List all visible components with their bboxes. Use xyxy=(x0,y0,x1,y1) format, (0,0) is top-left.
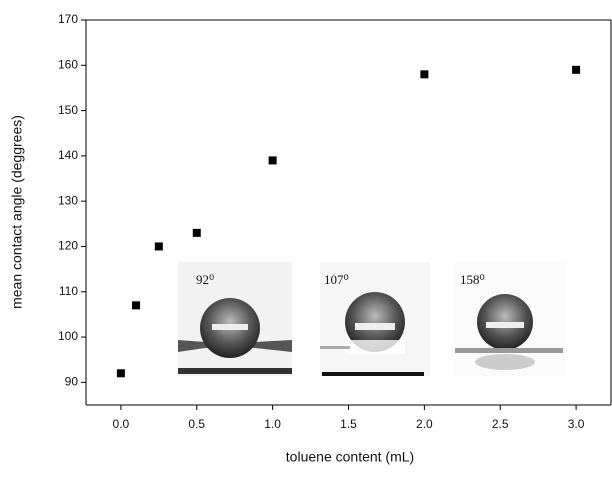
y-tick-label: 160 xyxy=(58,57,78,71)
y-tick-label: 100 xyxy=(58,329,78,343)
point xyxy=(154,242,163,251)
point xyxy=(116,369,125,378)
y-tick-label: 120 xyxy=(58,239,78,253)
annotation: 158⁰ xyxy=(460,272,485,287)
point xyxy=(572,65,581,74)
x-tick-label: 2.5 xyxy=(492,417,509,431)
x-tick-label: 3.0 xyxy=(568,417,585,431)
x-tick-label: 0.5 xyxy=(188,417,205,431)
y-tick-label: 150 xyxy=(58,103,78,117)
y-tick-label: 130 xyxy=(58,193,78,207)
inset-images xyxy=(178,262,565,376)
x-axis-label: toluene content (mL) xyxy=(286,449,414,465)
x-tick-label: 1.5 xyxy=(340,417,357,431)
x-tick-label: 1.0 xyxy=(264,417,281,431)
point xyxy=(132,301,141,310)
point xyxy=(268,156,277,165)
y-tick-label: 140 xyxy=(58,148,78,162)
y-tick-label: 110 xyxy=(59,284,78,298)
y-axis-label: mean contact angle (deggrees) xyxy=(9,115,25,309)
point xyxy=(192,228,201,237)
y-tick-label: 170 xyxy=(58,12,78,26)
point xyxy=(420,70,429,79)
annotation: 107⁰ xyxy=(324,272,349,287)
x-tick-label: 0.0 xyxy=(113,417,130,431)
y-tick-label: 90 xyxy=(65,375,79,389)
x-tick-label: 2.0 xyxy=(416,417,433,431)
annotation: 92⁰ xyxy=(196,272,214,287)
